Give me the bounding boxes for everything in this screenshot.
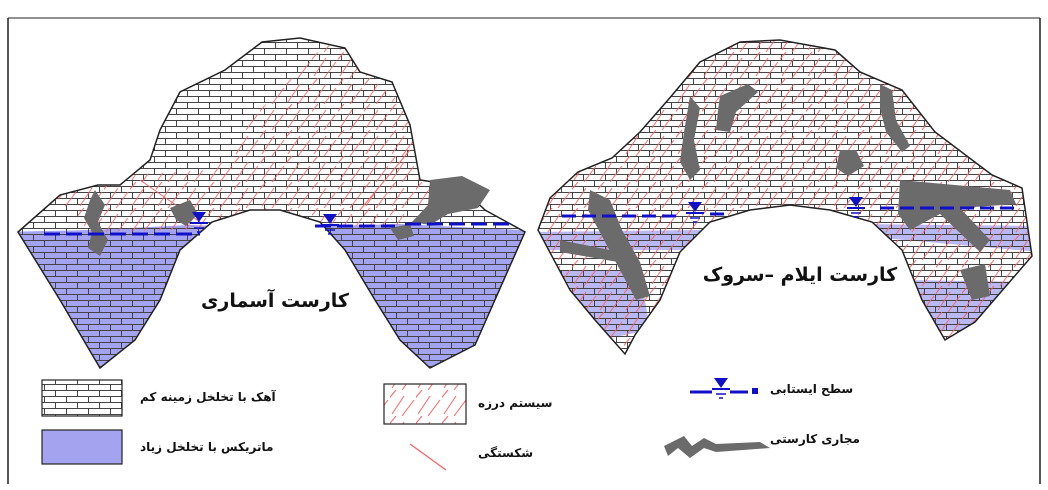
water-symbol-left-1: [190, 212, 208, 233]
karst-conduit-right-7: [898, 180, 1016, 252]
legend-water-label: سطح ایستابی: [770, 382, 854, 396]
karst-conduit-left-4: [390, 224, 414, 240]
karst-conduit-right-1: [716, 84, 758, 132]
legend: [41, 378, 770, 471]
karst-conduit-right-4: [880, 84, 910, 152]
left-section-title: کارست آسماری: [201, 290, 349, 312]
legend-water-symbol: [690, 378, 758, 399]
legend-conduit-label: مجاری کارستی: [770, 432, 860, 446]
legend-conduit-symbol: [664, 436, 770, 458]
water-symbol-left-2: [321, 214, 339, 235]
karst-conduit-left-2: [170, 200, 198, 226]
legend-matrix-label: ماتریکس با تخلخل زیاد: [140, 440, 274, 454]
karst-conduit-right-6: [560, 240, 620, 262]
karst-conduit-right-2: [680, 96, 700, 180]
legend-fracture-label: شکستگی: [478, 446, 534, 460]
legend-matrix-swatch: [41, 429, 123, 465]
karst-conduit-right-3: [836, 150, 864, 176]
asmari-karst-section: [17, 37, 526, 370]
karst-conduit-right-8: [960, 264, 990, 300]
water-symbol-right-1: [686, 202, 704, 223]
water-symbol-right-2: [847, 197, 865, 218]
right-section-title: کارست ایلام –سروک: [702, 264, 898, 286]
ilam-sarvak-karst-section: [537, 39, 1033, 356]
legend-fracture-symbol: [409, 443, 447, 471]
legend-joint-label: سیستم درزه: [478, 396, 553, 410]
legend-limestone-swatch: [41, 379, 123, 417]
legend-joint-swatch: [383, 383, 467, 425]
legend-limestone-label: آهک با تخلخل زمینه کم: [140, 390, 276, 404]
karst-conduit-left-1: [84, 190, 108, 256]
water-table-right: [562, 206, 1020, 218]
karst-conduit-left-3: [412, 176, 490, 225]
